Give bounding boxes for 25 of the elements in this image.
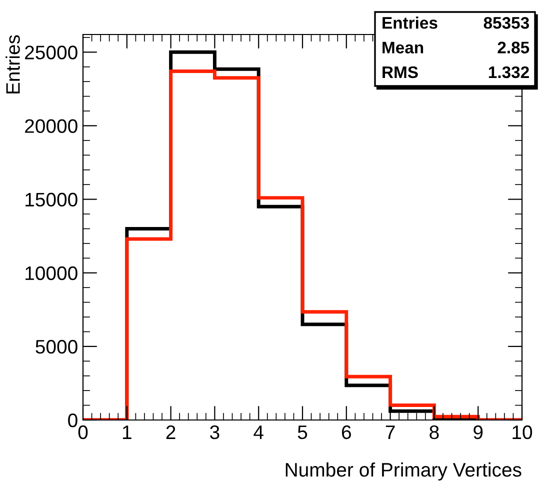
x-tick-label: 0: [78, 425, 88, 440]
x-tick-label: 6: [342, 425, 351, 440]
annotation: 2.85: [498, 42, 530, 54]
x-tick-label: 7: [386, 426, 395, 439]
y-tick-label: 10000: [26, 266, 78, 280]
x-axis-title: Number of Primary Vertices: [286, 462, 522, 481]
text: Entries: [382, 16, 438, 29]
y-tick-label: 20000: [25, 119, 78, 133]
annotation: 1.332: [488, 66, 529, 78]
x-tick-label: 3: [210, 425, 220, 440]
y-tick-label: 25000: [25, 46, 78, 60]
text: 85353: [484, 17, 529, 29]
y-tick-label: 5000: [36, 340, 78, 354]
x-tick-label: 9: [474, 425, 483, 440]
x-tick-label: 4: [254, 426, 264, 439]
y-tick-label: 15000: [26, 192, 78, 207]
annotation: Mean: [382, 42, 424, 54]
x-tick-label: 8: [430, 425, 439, 440]
x-tick-label: 5: [298, 426, 308, 440]
y-tick-label: 0: [68, 413, 78, 428]
x-tick-label: 1: [122, 426, 132, 439]
x-tick-label: 10: [512, 425, 532, 440]
annotation: RMS: [382, 66, 418, 78]
y-axis-title: Entries: [6, 35, 20, 94]
x-tick-label: 2: [166, 425, 176, 439]
